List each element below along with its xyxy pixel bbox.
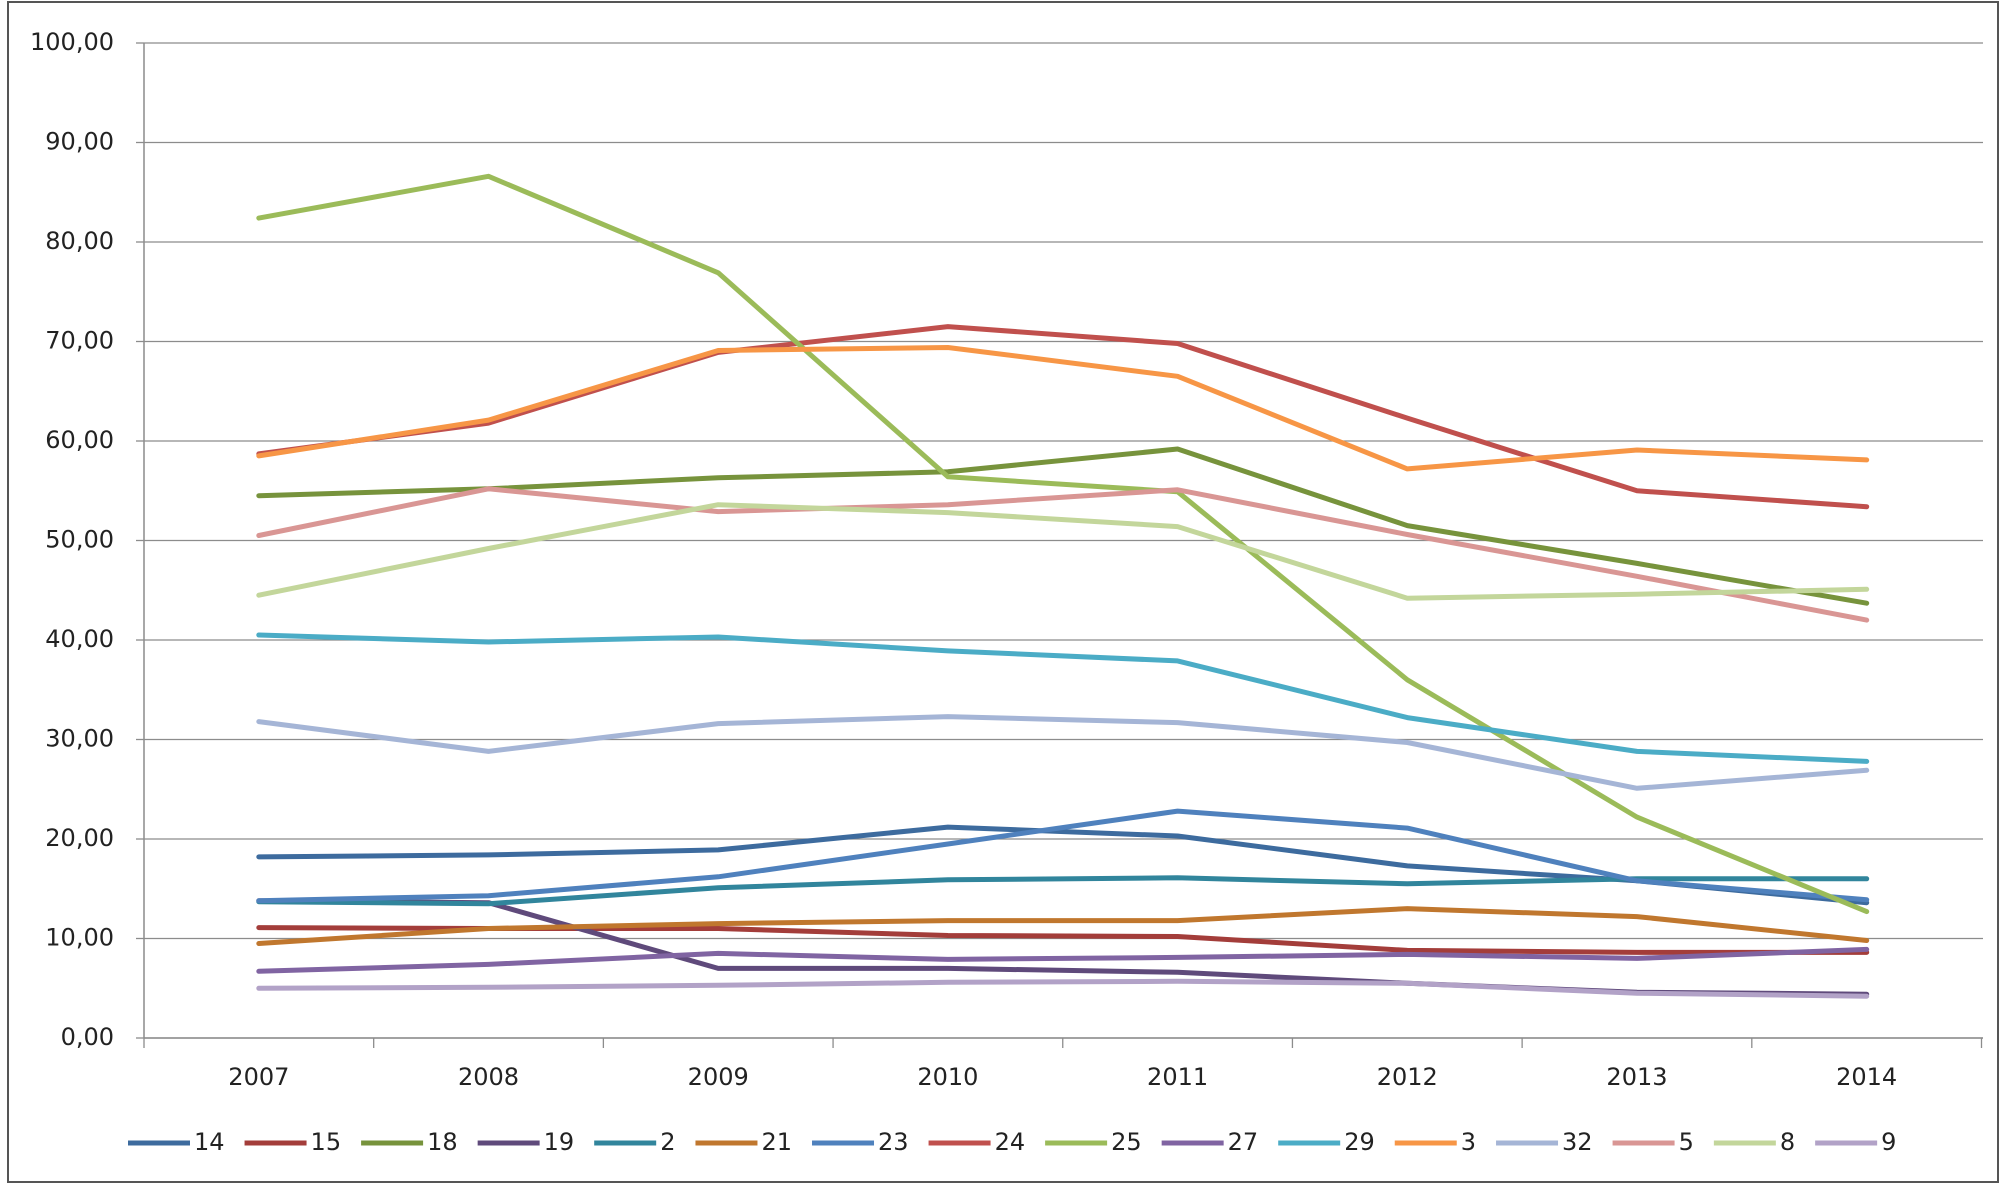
x-tick-label: 2012 xyxy=(1377,1063,1438,1091)
legend-label: 19 xyxy=(544,1128,575,1156)
series-line xyxy=(256,173,1870,915)
series-line xyxy=(256,946,1870,974)
x-tick-label: 2011 xyxy=(1147,1063,1208,1091)
series-line xyxy=(256,324,1870,510)
series-line xyxy=(256,632,1870,764)
series-line xyxy=(256,906,1870,946)
x-tick-label: 2007 xyxy=(228,1063,289,1091)
legend-label: 9 xyxy=(1881,1128,1896,1156)
series-line xyxy=(256,808,1870,904)
legend-label: 14 xyxy=(194,1128,225,1156)
series-line xyxy=(256,446,1870,606)
legend-label: 3 xyxy=(1461,1128,1476,1156)
y-tick-label: 50,00 xyxy=(45,526,114,554)
y-tick-label: 20,00 xyxy=(45,824,114,852)
legend-label: 18 xyxy=(427,1128,458,1156)
x-tick-label: 2014 xyxy=(1836,1063,1897,1091)
series-line xyxy=(256,978,1870,999)
legend-label: 27 xyxy=(1228,1128,1259,1156)
legend-label: 21 xyxy=(761,1128,792,1156)
series-line xyxy=(256,486,1870,623)
x-tick-label: 2008 xyxy=(458,1063,519,1091)
y-tick-label: 40,00 xyxy=(45,625,114,653)
series-line xyxy=(256,714,1870,791)
series-line xyxy=(256,345,1870,472)
y-tick-label: 10,00 xyxy=(45,924,114,952)
legend-label: 24 xyxy=(995,1128,1026,1156)
series-line xyxy=(256,502,1870,601)
x-tick-label: 2010 xyxy=(917,1063,978,1091)
legend-label: 2 xyxy=(660,1128,675,1156)
x-tick-label: 2013 xyxy=(1606,1063,1667,1091)
y-tick-label: 0,00 xyxy=(61,1023,114,1051)
legend-label: 23 xyxy=(878,1128,909,1156)
y-tick-label: 70,00 xyxy=(45,327,114,355)
legend-label: 15 xyxy=(311,1128,342,1156)
legend-label: 32 xyxy=(1562,1128,1593,1156)
legend-label: 29 xyxy=(1344,1128,1375,1156)
y-tick-label: 80,00 xyxy=(45,227,114,255)
legend-label: 8 xyxy=(1780,1128,1795,1156)
y-tick-label: 30,00 xyxy=(45,725,114,753)
y-tick-label: 60,00 xyxy=(45,426,114,454)
series-line xyxy=(256,875,1870,907)
y-tick-label: 100,00 xyxy=(30,28,114,56)
x-tick-label: 2009 xyxy=(688,1063,749,1091)
y-tick-label: 90,00 xyxy=(45,128,114,156)
legend-label: 5 xyxy=(1679,1128,1694,1156)
legend-label: 25 xyxy=(1111,1128,1142,1156)
